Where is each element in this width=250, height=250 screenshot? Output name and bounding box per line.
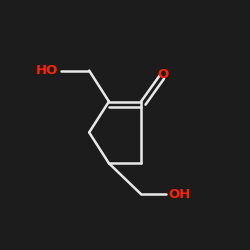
Text: HO: HO bbox=[36, 64, 58, 77]
Text: OH: OH bbox=[169, 188, 191, 201]
Text: O: O bbox=[157, 68, 168, 81]
